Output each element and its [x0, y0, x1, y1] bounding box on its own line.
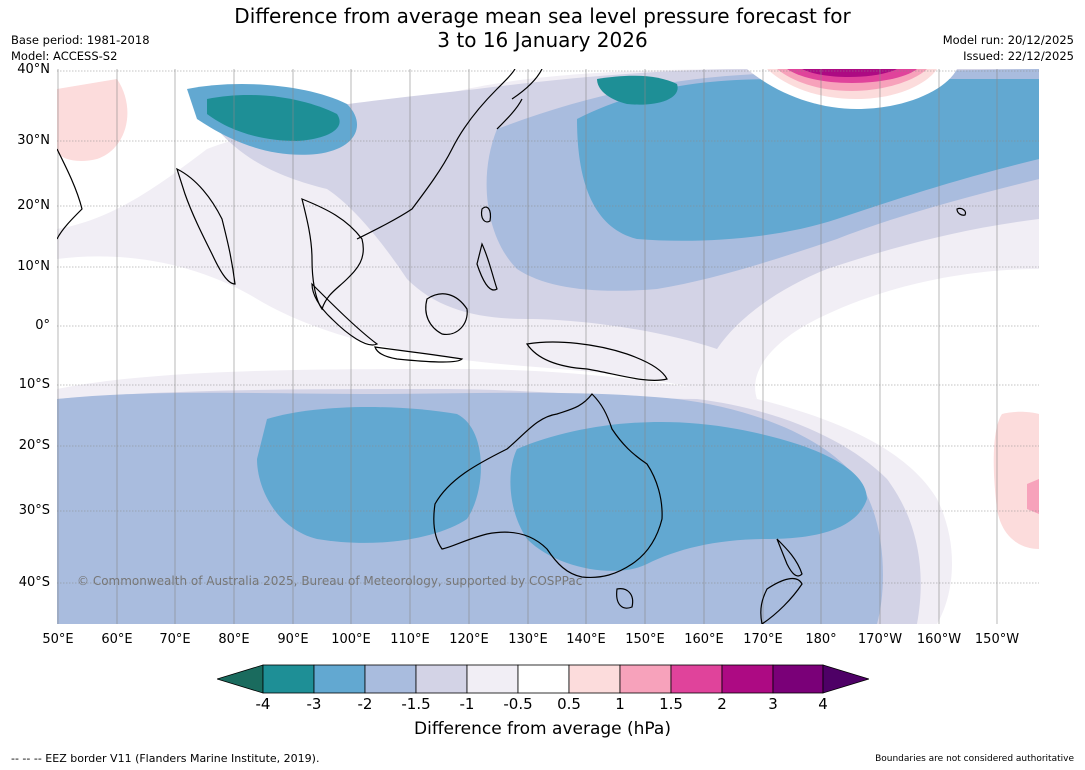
- lon-label-160e: 160°E: [684, 632, 724, 647]
- colorbar-bin: [517, 664, 570, 694]
- colorbar-label: Difference from average (hPa): [414, 719, 671, 739]
- new-zealand-north-coast: [776, 538, 803, 577]
- title-line-2: 3 to 16 January 2026: [437, 28, 648, 52]
- australia-coast: [433, 393, 663, 579]
- graticule: [57, 69, 1039, 624]
- colorbar-bin: [313, 664, 366, 694]
- japan-coast: [496, 69, 543, 130]
- contour-neg3-north: [597, 75, 678, 105]
- copyright-watermark: © Commonwealth of Australia 2025, Bureau…: [77, 574, 583, 588]
- lon-label-80e: 80°E: [218, 632, 250, 647]
- model-run: Model run: 20/12/2025: [942, 33, 1074, 47]
- philippines-coast: [476, 242, 498, 291]
- lat-label-40s: 40°S: [18, 575, 50, 590]
- contour-neg2-south-east: [510, 421, 867, 571]
- new-guinea-coast: [525, 341, 668, 381]
- colorbar-tick: -4: [255, 695, 271, 713]
- china-coast: [356, 69, 516, 240]
- title-line-1: Difference from average mean sea level p…: [234, 4, 851, 28]
- colorbar-tick: -3: [306, 695, 322, 713]
- coastlines: [57, 69, 967, 624]
- lon-label-170w: 170°W: [857, 632, 903, 647]
- colorbar-bin: [670, 664, 723, 694]
- eez-border-note: -- -- -- EEZ border V11 (Flanders Marine…: [11, 752, 320, 765]
- colorbar-bin: [415, 664, 468, 694]
- contour-neg2-south-west: [257, 407, 481, 543]
- colorbar-bin: [466, 664, 519, 694]
- colorbar-bin: [772, 664, 824, 694]
- colorbar-cap-low: [217, 664, 264, 694]
- hawaii-coast: [956, 207, 967, 216]
- arabia-coast: [57, 148, 83, 240]
- lon-label-160w: 160°W: [916, 632, 962, 647]
- colorbar-cap-high: [822, 664, 869, 694]
- colorbar-tick: -1: [459, 695, 475, 713]
- colorbar-tick: 2: [717, 695, 727, 713]
- meta-right: Model run: 20/12/2025 Issued: 22/12/2025: [943, 32, 1074, 64]
- india-coast: [175, 167, 236, 285]
- colorbar-tick: -0.5: [503, 695, 533, 713]
- map-svg: [57, 69, 1039, 624]
- colorbar-bin: [619, 664, 672, 694]
- colorbar: [217, 664, 869, 694]
- colorbar-tick: 1: [615, 695, 625, 713]
- colorbar-tick: 3: [768, 695, 778, 713]
- colorbar-tick: 1.5: [659, 695, 683, 713]
- indochina-coast: [301, 198, 364, 311]
- lon-label-120e: 120°E: [449, 632, 489, 647]
- tasmania-coast: [616, 588, 634, 609]
- lon-label-170e: 170°E: [743, 632, 783, 647]
- lon-label-130e: 130°E: [508, 632, 548, 647]
- contour-pos15-se: [1027, 479, 1039, 514]
- map-title: Difference from average mean sea level p…: [0, 4, 1085, 52]
- lon-label-100e: 100°E: [331, 632, 371, 647]
- boundaries-note: Boundaries are not considered authoritat…: [875, 754, 1074, 764]
- colorbar-tick: 0.5: [557, 695, 581, 713]
- lon-label-140e: 140°E: [566, 632, 606, 647]
- java-coast: [374, 346, 464, 363]
- lat-label-10s: 10°S: [18, 377, 50, 392]
- lat-label-30s: 30°S: [18, 503, 50, 518]
- lon-label-60e: 60°E: [101, 632, 133, 647]
- lon-label-70e: 70°E: [159, 632, 191, 647]
- colorbar-bin: [721, 664, 774, 694]
- borneo-coast: [425, 293, 468, 336]
- lat-label-30n: 30°N: [17, 133, 50, 148]
- lon-label-90e: 90°E: [277, 632, 309, 647]
- lat-label-40n: 40°N: [17, 62, 50, 77]
- lon-label-150e: 150°E: [625, 632, 665, 647]
- colorbar-tick: 4: [818, 695, 828, 713]
- lat-label-20n: 20°N: [17, 198, 50, 213]
- model-name: Model: ACCESS-S2: [11, 49, 118, 63]
- lat-label-20s: 20°S: [18, 438, 50, 453]
- lon-label-110e: 110°E: [390, 632, 430, 647]
- base-period: Base period: 1981-2018: [11, 33, 150, 47]
- lon-label-50e: 50°E: [42, 632, 74, 647]
- colorbar-tick: -1.5: [401, 695, 431, 713]
- colorbar-bin: [262, 664, 315, 694]
- lat-label-0: 0°: [35, 318, 50, 333]
- lat-label-10n: 10°N: [17, 259, 50, 274]
- pressure-anomaly-map: [57, 69, 1039, 624]
- issued-date: Issued: 22/12/2025: [963, 49, 1074, 63]
- meta-left: Base period: 1981-2018 Model: ACCESS-S2: [11, 32, 150, 64]
- colorbar-tick: -2: [357, 695, 373, 713]
- contour-neg3-tibet: [207, 94, 340, 141]
- contour-neg2-north: [577, 79, 1039, 241]
- taiwan-coast: [480, 206, 492, 223]
- colorbar-bin: [568, 664, 621, 694]
- lon-label-180: 180°: [805, 632, 837, 647]
- lon-label-150w: 150°W: [974, 632, 1020, 647]
- new-zealand-south-coast: [760, 577, 803, 624]
- colorbar-bin: [364, 664, 417, 694]
- contour-pos05-west: [57, 79, 128, 161]
